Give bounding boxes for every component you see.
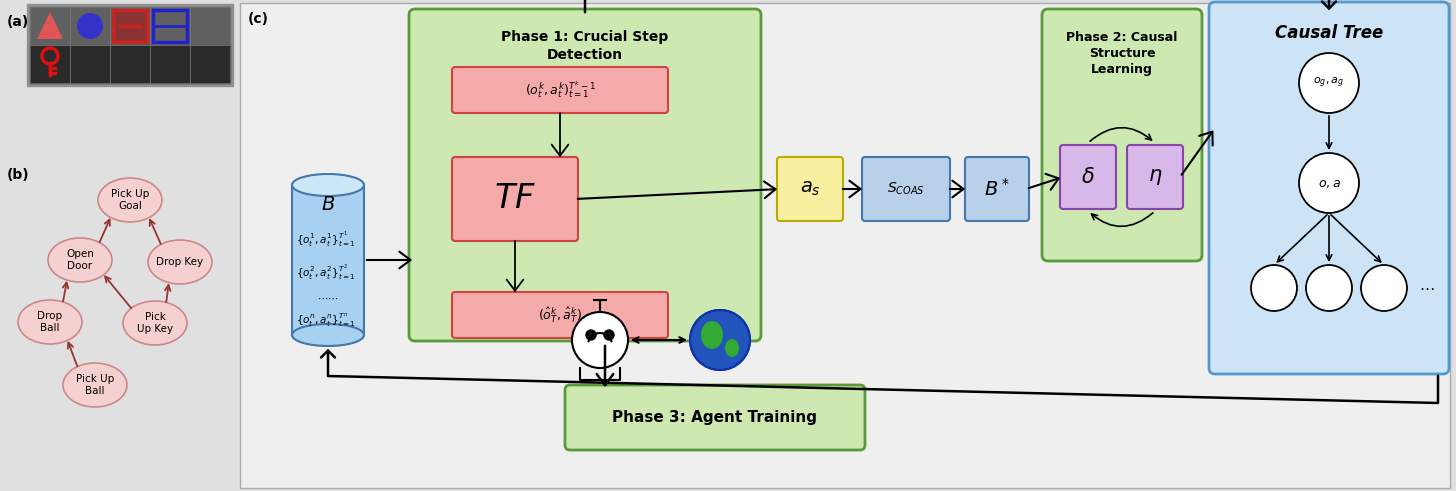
Text: Pick Up
Ball: Pick Up Ball <box>76 374 114 396</box>
Text: $\{o_t^2,a_t^2\}_{t=1}^{T^2}$: $\{o_t^2,a_t^2\}_{t=1}^{T^2}$ <box>296 264 355 282</box>
Ellipse shape <box>293 324 364 346</box>
Bar <box>150 7 189 45</box>
Ellipse shape <box>122 301 186 345</box>
Text: Drop Key: Drop Key <box>156 257 204 267</box>
Bar <box>293 185 364 335</box>
Text: Phase 3: Agent Training: Phase 3: Agent Training <box>613 410 817 425</box>
Bar <box>70 45 111 83</box>
Text: (b): (b) <box>7 168 29 182</box>
Bar <box>31 7 230 45</box>
Text: Structure: Structure <box>1089 47 1155 59</box>
Bar <box>114 10 147 42</box>
Bar <box>70 7 111 45</box>
Text: Open
Door: Open Door <box>66 249 95 271</box>
Text: $\delta$: $\delta$ <box>1082 167 1095 187</box>
Text: $\cdots$: $\cdots$ <box>1420 280 1434 296</box>
Text: Phase 2: Causal: Phase 2: Causal <box>1066 30 1178 44</box>
Bar <box>28 4 233 86</box>
Bar <box>150 45 189 83</box>
Bar <box>31 45 70 83</box>
Ellipse shape <box>48 238 112 282</box>
Ellipse shape <box>293 174 364 196</box>
FancyBboxPatch shape <box>778 157 843 221</box>
Text: $\cdots\cdots$: $\cdots\cdots$ <box>317 293 339 303</box>
Text: Causal Tree: Causal Tree <box>1275 24 1383 42</box>
Text: Pick
Up Key: Pick Up Key <box>137 312 173 334</box>
FancyBboxPatch shape <box>451 67 668 113</box>
Bar <box>31 7 70 45</box>
Circle shape <box>1299 53 1358 113</box>
Circle shape <box>585 330 596 340</box>
FancyBboxPatch shape <box>565 385 865 450</box>
Bar <box>153 10 186 42</box>
Circle shape <box>572 312 628 368</box>
FancyBboxPatch shape <box>862 157 949 221</box>
Bar <box>189 7 230 45</box>
Ellipse shape <box>149 240 213 284</box>
FancyBboxPatch shape <box>409 9 761 341</box>
Circle shape <box>690 310 750 370</box>
FancyBboxPatch shape <box>1060 145 1115 209</box>
Text: Phase 1: Crucial Step: Phase 1: Crucial Step <box>501 30 668 44</box>
Bar <box>240 3 1450 488</box>
Circle shape <box>1299 153 1358 213</box>
FancyBboxPatch shape <box>1208 2 1449 374</box>
Ellipse shape <box>725 339 740 357</box>
Text: $(\hat{o}_T^k,\hat{a}_T^k)$: $(\hat{o}_T^k,\hat{a}_T^k)$ <box>537 305 582 325</box>
Ellipse shape <box>63 363 127 407</box>
Text: $a_s$: $a_s$ <box>799 180 820 198</box>
Circle shape <box>1361 265 1406 311</box>
Ellipse shape <box>98 178 162 222</box>
Text: $o_g, a_g$: $o_g, a_g$ <box>1313 76 1344 90</box>
Text: $S_{COAS}$: $S_{COAS}$ <box>887 181 925 197</box>
Text: (a): (a) <box>7 15 29 29</box>
Text: Detection: Detection <box>547 48 623 62</box>
FancyBboxPatch shape <box>965 157 1029 221</box>
Text: Drop
Ball: Drop Ball <box>38 311 63 333</box>
Text: $\{o_t^1,a_t^1\}_{t=1}^{T^1}$: $\{o_t^1,a_t^1\}_{t=1}^{T^1}$ <box>296 231 355 249</box>
Circle shape <box>604 330 614 340</box>
Polygon shape <box>36 12 63 39</box>
FancyBboxPatch shape <box>451 157 578 241</box>
Text: Pick Up
Goal: Pick Up Goal <box>111 189 149 211</box>
Bar <box>111 45 150 83</box>
Text: $o, a$: $o, a$ <box>1318 176 1341 190</box>
Text: $B^*$: $B^*$ <box>984 178 1010 200</box>
Ellipse shape <box>17 300 82 344</box>
FancyBboxPatch shape <box>1127 145 1184 209</box>
Bar <box>189 45 230 83</box>
FancyBboxPatch shape <box>451 292 668 338</box>
Circle shape <box>1306 265 1353 311</box>
Bar <box>111 7 150 45</box>
Circle shape <box>1251 265 1297 311</box>
Circle shape <box>77 13 103 39</box>
Text: (c): (c) <box>248 12 269 26</box>
Text: $\{o_t^n,a_t^n\}_{t=1}^{T^n}$: $\{o_t^n,a_t^n\}_{t=1}^{T^n}$ <box>296 311 355 328</box>
Text: $(o_t^k,a_t^k)_{t=1}^{T^k-1}$: $(o_t^k,a_t^k)_{t=1}^{T^k-1}$ <box>524 80 596 100</box>
Circle shape <box>47 52 54 60</box>
Ellipse shape <box>700 321 724 349</box>
Text: Learning: Learning <box>1091 62 1153 76</box>
Text: $\mathit{TF}$: $\mathit{TF}$ <box>494 183 536 216</box>
Text: $B$: $B$ <box>320 195 335 215</box>
Bar <box>31 45 230 83</box>
FancyBboxPatch shape <box>1042 9 1203 261</box>
Text: $\eta$: $\eta$ <box>1147 167 1162 187</box>
